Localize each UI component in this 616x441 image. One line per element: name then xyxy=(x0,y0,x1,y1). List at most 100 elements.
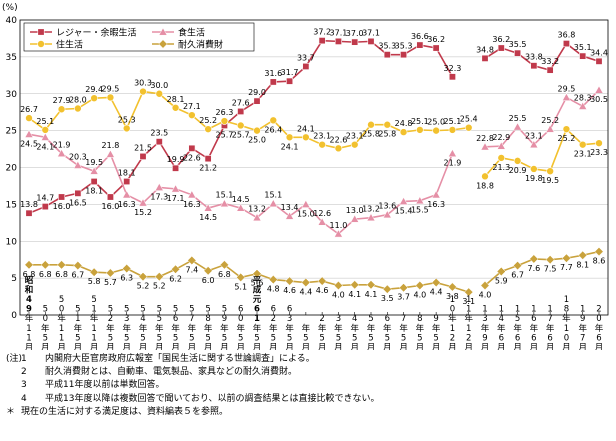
x-tick-char: 月 xyxy=(155,343,164,350)
x-tick-char: 年 xyxy=(448,313,457,324)
data-label: 37.1 xyxy=(362,28,380,37)
footnote-4: 4 平成13年度以降は複数回答で聞いており、以前の調査結果とは直接比較できない。 xyxy=(6,393,610,406)
data-label: 5.8 xyxy=(88,277,101,286)
data-label: 6.7 xyxy=(511,271,524,280)
data-label: 13.8 xyxy=(20,200,38,209)
data-label: 6.8 xyxy=(218,270,231,279)
x-tick-char: 1 xyxy=(450,295,455,305)
data-label: 16.5 xyxy=(69,198,87,207)
x-tick-char: 1 xyxy=(515,305,520,315)
data-label: 29.0 xyxy=(248,88,266,97)
circle-point xyxy=(155,89,164,98)
x-tick-char: 年 xyxy=(595,323,604,334)
diamond-point xyxy=(73,261,83,271)
x-tick-char: 1 xyxy=(466,295,471,305)
legend-entry-4: 耐久消費財 xyxy=(152,39,223,51)
square-point xyxy=(25,209,33,217)
data-label: 31.7 xyxy=(281,68,299,77)
legend-label: レジャー・余暇生活 xyxy=(56,27,137,39)
square-point xyxy=(41,203,49,211)
data-label: 21.5 xyxy=(134,143,152,152)
circle-point xyxy=(350,140,359,149)
square-point xyxy=(497,44,505,52)
data-label: 25.2 xyxy=(541,116,559,125)
diamond-point xyxy=(285,276,295,286)
data-label: 22.9 xyxy=(492,133,510,142)
x-tick-char: 年 xyxy=(481,323,490,334)
circle-point xyxy=(106,93,115,102)
x-tick-char: 年 xyxy=(236,323,245,334)
x-tick-char: 5 xyxy=(222,333,227,343)
x-tick-char: 月 xyxy=(513,343,522,350)
x-tick-char: 月 xyxy=(546,343,555,350)
x-tick-char: 0 xyxy=(450,305,455,315)
x-tick-char: 0 xyxy=(59,305,64,315)
square-point xyxy=(37,28,45,36)
diamond-point xyxy=(301,277,311,288)
x-tick-char: 9 xyxy=(433,314,438,324)
x-tick-char: 月 xyxy=(204,343,213,350)
footnote-2: 2 耐久消費財とは、自動車、電気製品、家具などの耐久消費財。 xyxy=(6,366,610,379)
x-tick-char: 月 xyxy=(448,343,457,350)
x-tick-char: 0 xyxy=(564,333,569,343)
footnote-text: 耐久消費財とは、自動車、電気製品、家具などの耐久消費財。 xyxy=(45,367,298,378)
y-tick-label: 35 xyxy=(6,53,17,63)
triangle-point xyxy=(187,190,197,199)
square-point xyxy=(106,193,114,201)
x-tick-char: 2 xyxy=(319,314,324,324)
x-tick-char: 年 xyxy=(171,323,180,334)
data-label: 15.4 xyxy=(395,206,413,215)
x-tick-char: 5 xyxy=(515,314,520,324)
square-point xyxy=(172,164,180,172)
circle-point xyxy=(171,103,180,112)
footnote-text: 平成13年度以降は複数回答で聞いており、以前の調査結果とは直接比較できない。 xyxy=(45,393,380,404)
diamond-point xyxy=(447,282,457,292)
data-label: 4.0 xyxy=(332,291,345,300)
x-tick-char: 0 xyxy=(238,314,243,324)
x-tick-char: 月 xyxy=(497,343,506,350)
data-label: 25.1 xyxy=(36,117,54,126)
x-tick-char: 5 xyxy=(254,333,259,343)
data-label: 16.3 xyxy=(427,200,445,209)
circle-point xyxy=(253,126,261,135)
series-3 xyxy=(25,87,603,181)
triangle-point xyxy=(496,141,506,150)
data-label: 28.0 xyxy=(69,96,87,105)
x-tick-char: 8 xyxy=(564,305,569,315)
data-label: 5.6 xyxy=(251,279,264,288)
data-label: 35.3 xyxy=(395,42,413,51)
x-tick-char: 元 xyxy=(253,295,262,305)
x-tick-char: 年 xyxy=(302,323,311,334)
x-tick-char: 年 xyxy=(204,323,213,334)
data-label: 4.1 xyxy=(365,290,378,299)
square-point xyxy=(302,62,310,70)
data-label: 29.5 xyxy=(558,84,576,93)
footnote-prefix xyxy=(6,379,21,392)
circle-point xyxy=(285,133,294,142)
diamond-point xyxy=(171,264,181,274)
diamond-point xyxy=(203,266,213,276)
triangle-point xyxy=(154,182,164,191)
data-label: 15.1 xyxy=(216,191,234,200)
circle-point xyxy=(432,126,440,135)
x-tick-char: 1 xyxy=(26,333,31,343)
data-label: 3.5 xyxy=(381,294,394,303)
triangle-point xyxy=(73,160,83,169)
x-tick-char: 4 xyxy=(352,314,357,324)
triangle-point xyxy=(513,122,522,131)
data-label: 35.3 xyxy=(378,42,396,51)
data-label: 18.1 xyxy=(118,169,136,178)
x-tick-char: 年 xyxy=(562,313,571,324)
diamond-point xyxy=(496,266,506,277)
triangle-point xyxy=(220,199,229,208)
x-tick-char: 5 xyxy=(401,333,406,343)
x-tick-char: 月 xyxy=(318,343,327,350)
x-tick-char: 年 xyxy=(188,323,197,334)
